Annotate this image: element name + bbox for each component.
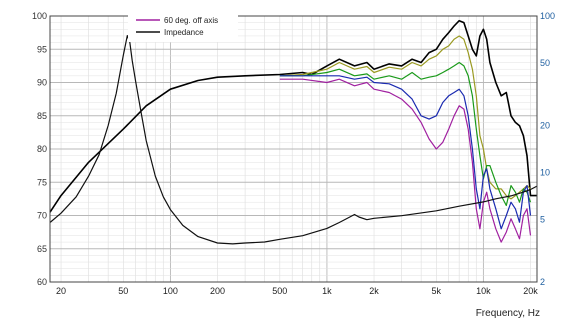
x-tick-label: 50 [118,286,128,296]
series-line-4 [279,78,532,243]
x-axis-label: Frequency, Hz [476,308,540,319]
y-tick-label: 70 [37,211,47,221]
grid [50,15,537,283]
legend-label-60deg: 60 deg. off axis [164,16,218,25]
x-tick-label: 5k [432,286,442,296]
y2-axis-tick-labels: 2 5 10 20 50 100 [540,11,555,287]
y2-tick-label: 50 [540,58,550,68]
y-axis-tick-labels: 60 65 70 75 80 85 90 95 100 [32,11,47,287]
series-line-3 [279,75,532,230]
x-axis-tick-labels: 20 50 100 200 500 1k 2k 5k 10k 20k [56,286,538,296]
y-tick-label: 65 [37,244,47,254]
series-line-5 [49,34,538,245]
y2-tick-label: 5 [540,215,545,225]
x-tick-label: 500 [272,286,287,296]
x-tick-label: 20 [56,286,66,296]
legend-box [128,12,238,42]
series-lines [49,19,538,245]
legend-label-impedance: Impedance [164,28,204,37]
y2-tick-label: 100 [540,11,555,21]
x-tick-label: 100 [163,286,178,296]
y-tick-label: 60 [37,277,47,287]
legend: 60 deg. off axis Impedance [128,12,238,42]
y-tick-label: 90 [37,78,47,88]
y2-tick-label: 10 [540,168,550,178]
x-tick-label: 10k [476,286,491,296]
series-line-0 [49,19,537,213]
y-tick-label: 85 [37,111,47,121]
y-tick-label: 75 [37,177,47,187]
y2-tick-label: 2 [540,277,545,287]
x-tick-label: 20k [523,286,538,296]
series-line-2 [279,61,532,207]
y2-tick-label: 20 [540,120,550,130]
y-tick-label: 80 [37,144,47,154]
y-tick-label: 100 [32,11,47,21]
x-tick-label: 200 [210,286,225,296]
y-tick-label: 95 [37,44,47,54]
x-tick-label: 1k [322,286,332,296]
x-tick-label: 2k [369,286,379,296]
plot-frame [49,15,538,283]
